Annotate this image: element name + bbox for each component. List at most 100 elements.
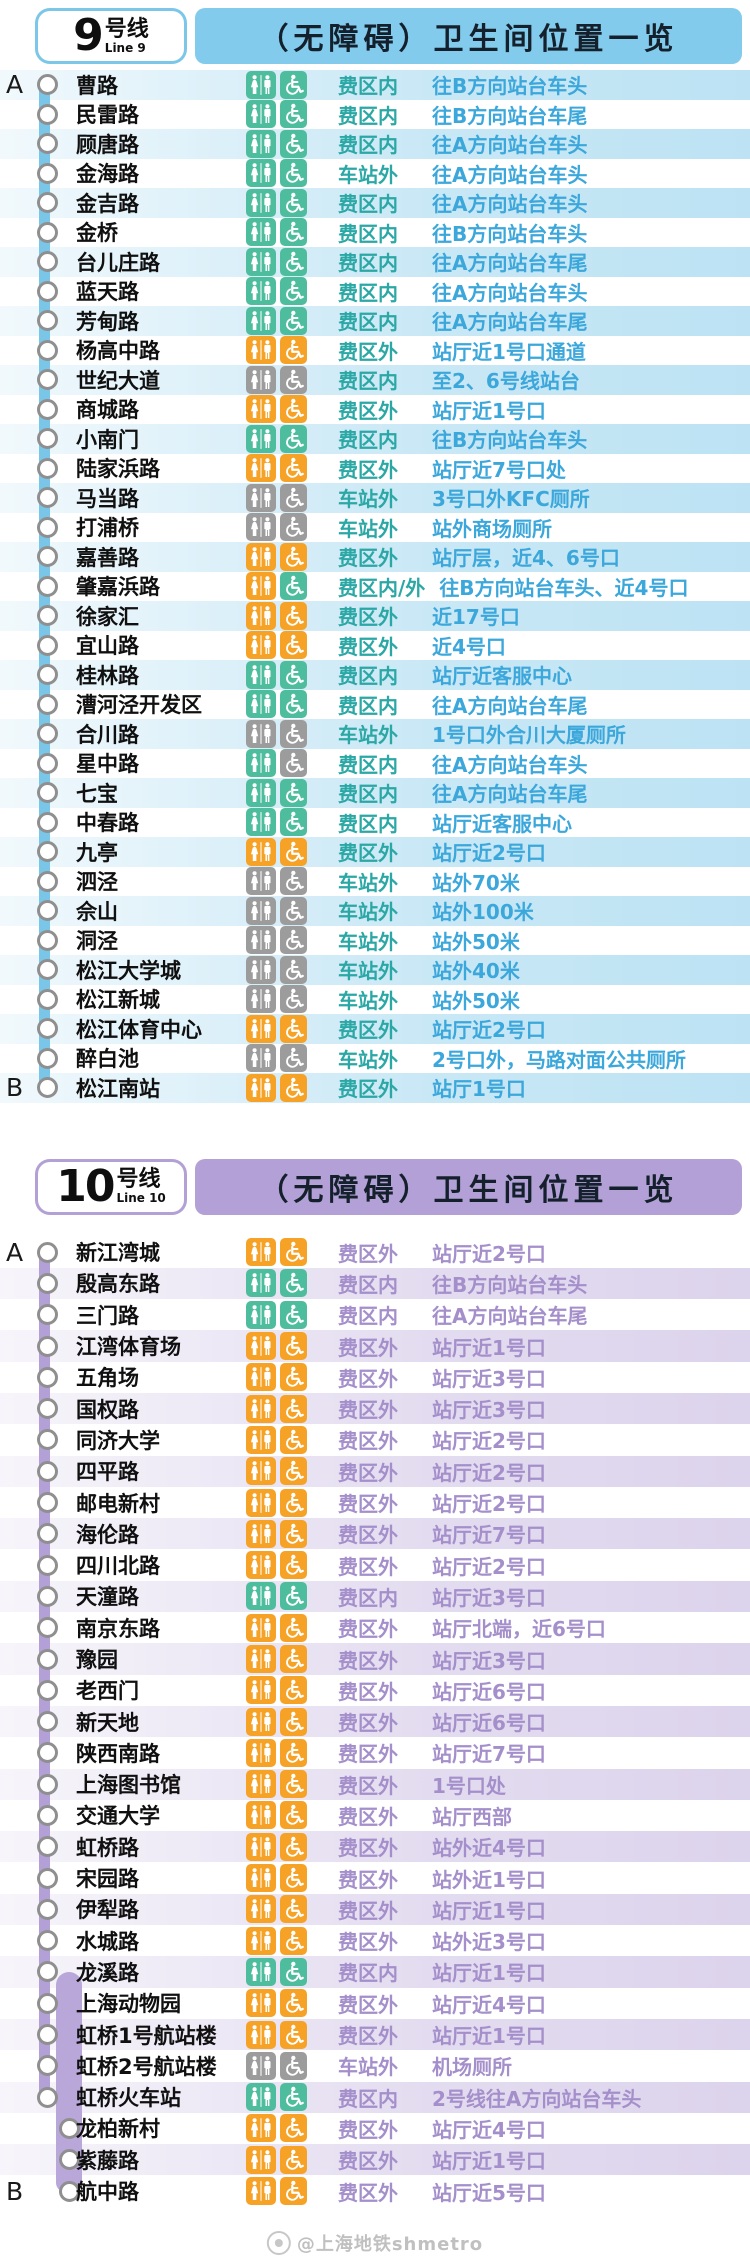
restroom-icon xyxy=(246,424,276,453)
restroom-icon xyxy=(246,513,276,542)
line10-section: 10 号线 Line 10 （无障碍）卫生间位置一览 A 新江湾城 xyxy=(0,1158,750,2207)
station-marker xyxy=(37,1366,58,1388)
station-row: 四川北路 费区外 站 xyxy=(0,1549,750,1580)
station-name: 星中路 xyxy=(76,752,139,777)
fare-zone-label: 费区内/外 xyxy=(338,575,426,600)
station-marker xyxy=(37,1773,58,1795)
restroom-icon xyxy=(246,572,276,601)
station-name: 交通大学 xyxy=(76,1804,160,1829)
station-row: 七宝 费区内 往A方 xyxy=(0,778,750,808)
wheelchair-accessible-icon xyxy=(280,159,307,188)
fare-zone-label: 费区外 xyxy=(338,1617,398,1642)
station-marker xyxy=(37,221,58,243)
location-description: 近4号口 xyxy=(432,634,506,659)
station-name: 金海路 xyxy=(76,162,139,187)
station-row: 醉白池 车站外 2号 xyxy=(0,1044,750,1074)
station-marker xyxy=(37,959,58,981)
station-marker xyxy=(37,634,58,656)
restroom-icon xyxy=(246,867,276,896)
location-description: 站外近3号口 xyxy=(432,1930,546,1955)
station-marker xyxy=(37,457,58,479)
station-name: 杨高中路 xyxy=(76,339,160,364)
restroom-icon xyxy=(246,247,276,276)
station-marker xyxy=(37,1930,58,1952)
station-marker xyxy=(37,74,58,96)
station-marker xyxy=(37,369,58,391)
location-description: 站厅近1号口 xyxy=(432,1335,546,1360)
station-name: 打浦桥 xyxy=(76,516,139,541)
location-description: 1号口处 xyxy=(432,1773,506,1798)
fare-zone-label: 费区外 xyxy=(338,1773,398,1798)
fare-zone-label: 费区外 xyxy=(338,546,398,571)
line9-section: 9 号线 Line 9 （无障碍）卫生间位置一览 A 曹路 xyxy=(0,8,750,1103)
fare-zone-label: 费区外 xyxy=(338,1804,398,1829)
station-name: 宜山路 xyxy=(76,634,139,659)
location-description: 往B方向站台车头 xyxy=(432,1272,588,1297)
station-name: 虹桥路 xyxy=(76,1835,139,1860)
station-row: 紫藤路 费区外 站厅 xyxy=(0,2144,750,2176)
restroom-icon xyxy=(246,306,276,335)
station-row: 交通大学 费区外 站 xyxy=(0,1800,750,1831)
station-marker xyxy=(37,1898,58,1920)
station-row: 漕河泾开发区 费区内 xyxy=(0,690,750,720)
wheelchair-accessible-icon xyxy=(280,1801,307,1830)
fare-zone-label: 费区内 xyxy=(338,74,398,99)
station-row: 马当路 车站外 3号 xyxy=(0,483,750,513)
wheelchair-accessible-icon xyxy=(280,867,307,896)
restroom-icon xyxy=(246,365,276,394)
fare-zone-label: 车站外 xyxy=(338,929,398,954)
wheelchair-accessible-icon xyxy=(280,1957,307,1986)
station-name: 虹桥2号航站楼 xyxy=(76,2054,217,2079)
station-row: 水城路 费区外 站外 xyxy=(0,1925,750,1956)
station-name: 龙柏新村 xyxy=(76,2117,160,2142)
station-name: 金桥 xyxy=(76,221,118,246)
location-description: 机场厕所 xyxy=(432,2055,512,2080)
restroom-icon xyxy=(246,778,276,807)
fare-zone-label: 费区内 xyxy=(338,782,398,807)
location-description: 站厅近6号口 xyxy=(432,1711,546,1736)
restroom-icon xyxy=(246,660,276,689)
restroom-icon xyxy=(246,1014,276,1043)
station-marker xyxy=(37,752,58,774)
wheelchair-accessible-icon xyxy=(280,690,307,719)
station-marker xyxy=(37,1429,58,1451)
station-name: 南京东路 xyxy=(76,1616,160,1641)
station-marker xyxy=(37,1742,58,1764)
station-name: 世纪大道 xyxy=(76,368,160,393)
station-marker xyxy=(59,2117,80,2139)
restroom-icon xyxy=(246,1332,276,1361)
station-row: 徐家汇 费区外 近1 xyxy=(0,601,750,631)
station-marker xyxy=(37,782,58,804)
wheelchair-accessible-icon xyxy=(280,601,307,630)
fare-zone-label: 费区外 xyxy=(338,1930,398,1955)
station-marker xyxy=(37,1018,58,1040)
station-marker xyxy=(37,841,58,863)
station-row: 江湾体育场 费区外 xyxy=(0,1330,750,1362)
station-marker xyxy=(37,1304,58,1326)
restroom-icon xyxy=(246,1613,276,1642)
fare-zone-label: 费区外 xyxy=(338,1898,398,1923)
location-description: 往A方向站台车尾 xyxy=(432,1304,588,1329)
wheelchair-accessible-icon xyxy=(280,1394,307,1423)
station-marker xyxy=(37,280,58,302)
restroom-icon xyxy=(246,1864,276,1893)
station-row: 桂林路 费区内 站厅 xyxy=(0,660,750,690)
restroom-icon xyxy=(246,100,276,129)
station-row: A 曹路 费区 xyxy=(0,70,750,100)
fare-zone-label: 费区内 xyxy=(338,1585,398,1610)
station-marker xyxy=(37,929,58,951)
fare-zone-label: 费区外 xyxy=(338,1648,398,1673)
wheelchair-accessible-icon xyxy=(280,454,307,483)
restroom-icon xyxy=(246,1363,276,1392)
restroom-icon xyxy=(246,837,276,866)
station-list: A 新江湾城 xyxy=(0,1237,750,2207)
station-marker xyxy=(37,251,58,273)
fare-zone-label: 费区外 xyxy=(338,1241,398,1266)
station-marker xyxy=(37,664,58,686)
station-name: 九亭 xyxy=(76,840,118,865)
location-description: 往A方向站台车头 xyxy=(432,752,588,777)
station-row: 肇嘉浜路 费区内/外 xyxy=(0,572,750,602)
location-description: 往A方向站台车尾 xyxy=(432,693,588,718)
station-name: 海伦路 xyxy=(76,1522,139,1547)
station-name: 天潼路 xyxy=(76,1585,139,1610)
